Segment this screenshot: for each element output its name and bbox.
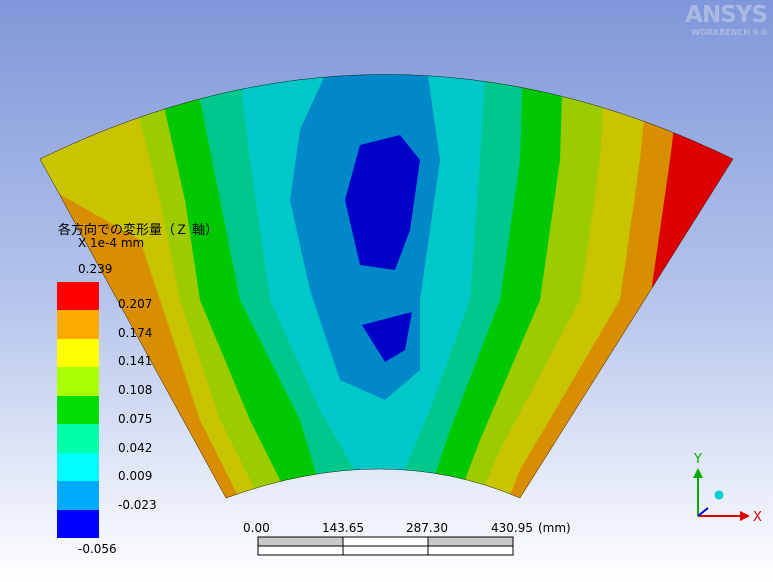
scale-seg-3 — [427, 536, 514, 547]
scale-seg-1 — [257, 536, 344, 547]
scale-tick-1: 143.65 — [322, 521, 364, 535]
triad-x-arrow-icon — [740, 511, 750, 521]
model-outline — [39, 74, 734, 499]
legend-color-box[interactable] — [57, 310, 99, 339]
scale-seg-3-low — [427, 545, 514, 556]
triad-x-label: X — [753, 510, 762, 525]
legend-level-value: 0.075 — [118, 411, 153, 426]
band-darkblue-lower — [362, 312, 412, 362]
band-darkblue-upper — [345, 135, 420, 270]
legend-color-box[interactable] — [57, 395, 99, 425]
triad-sphere-icon — [714, 490, 724, 500]
logo-brand: ANSYS — [685, 2, 768, 28]
scale-seg-1-low — [257, 545, 344, 556]
legend-level-value: -0.023 — [118, 497, 157, 512]
triad-y-label: Y — [693, 452, 702, 467]
logo-sub: WORKBENCH 9.0 — [691, 28, 767, 37]
triad-z-axis — [697, 507, 709, 517]
scale-seg-2 — [342, 545, 429, 556]
legend-level-value: 0.108 — [118, 383, 153, 398]
legend-level-value: 0.141 — [118, 354, 153, 369]
scale-unit: (mm) — [538, 521, 571, 535]
scale-tick-2: 287.30 — [406, 521, 448, 535]
scale-seg-2-high — [342, 536, 429, 547]
legend-scale-factor: X 1e-4 mm — [78, 236, 145, 250]
legend-color-box[interactable] — [57, 481, 99, 510]
legend-color-box[interactable] — [57, 282, 99, 311]
legend-color-box[interactable] — [57, 452, 99, 482]
legend-level-value: 0.174 — [118, 325, 153, 340]
ansys-logo: ANSYS WORKBENCH 9.0 — [685, 2, 768, 37]
legend-level-value: 0.042 — [118, 440, 153, 455]
legend-color-bar[interactable] — [57, 282, 99, 538]
legend-level-value: 0.009 — [118, 469, 153, 484]
scale-tick-0: 0.00 — [243, 521, 270, 535]
legend-max-value: 0.239 — [78, 262, 113, 276]
scale-tick-3: 430.95 — [491, 521, 533, 535]
legend-level-value: 0.207 — [118, 297, 153, 311]
legend-color-box[interactable] — [57, 338, 99, 368]
legend-color-box[interactable] — [57, 509, 99, 538]
legend-min-value: -0.056 — [78, 542, 117, 556]
legend-color-box[interactable] — [57, 424, 99, 453]
triad-y-arrow-icon — [693, 468, 703, 478]
legend-title: 各方向での変形量（Ｚ 軸） — [58, 223, 219, 238]
scale-bar — [257, 536, 514, 556]
axis-triad[interactable]: X Y — [693, 452, 762, 525]
legend-color-box[interactable] — [57, 367, 99, 396]
